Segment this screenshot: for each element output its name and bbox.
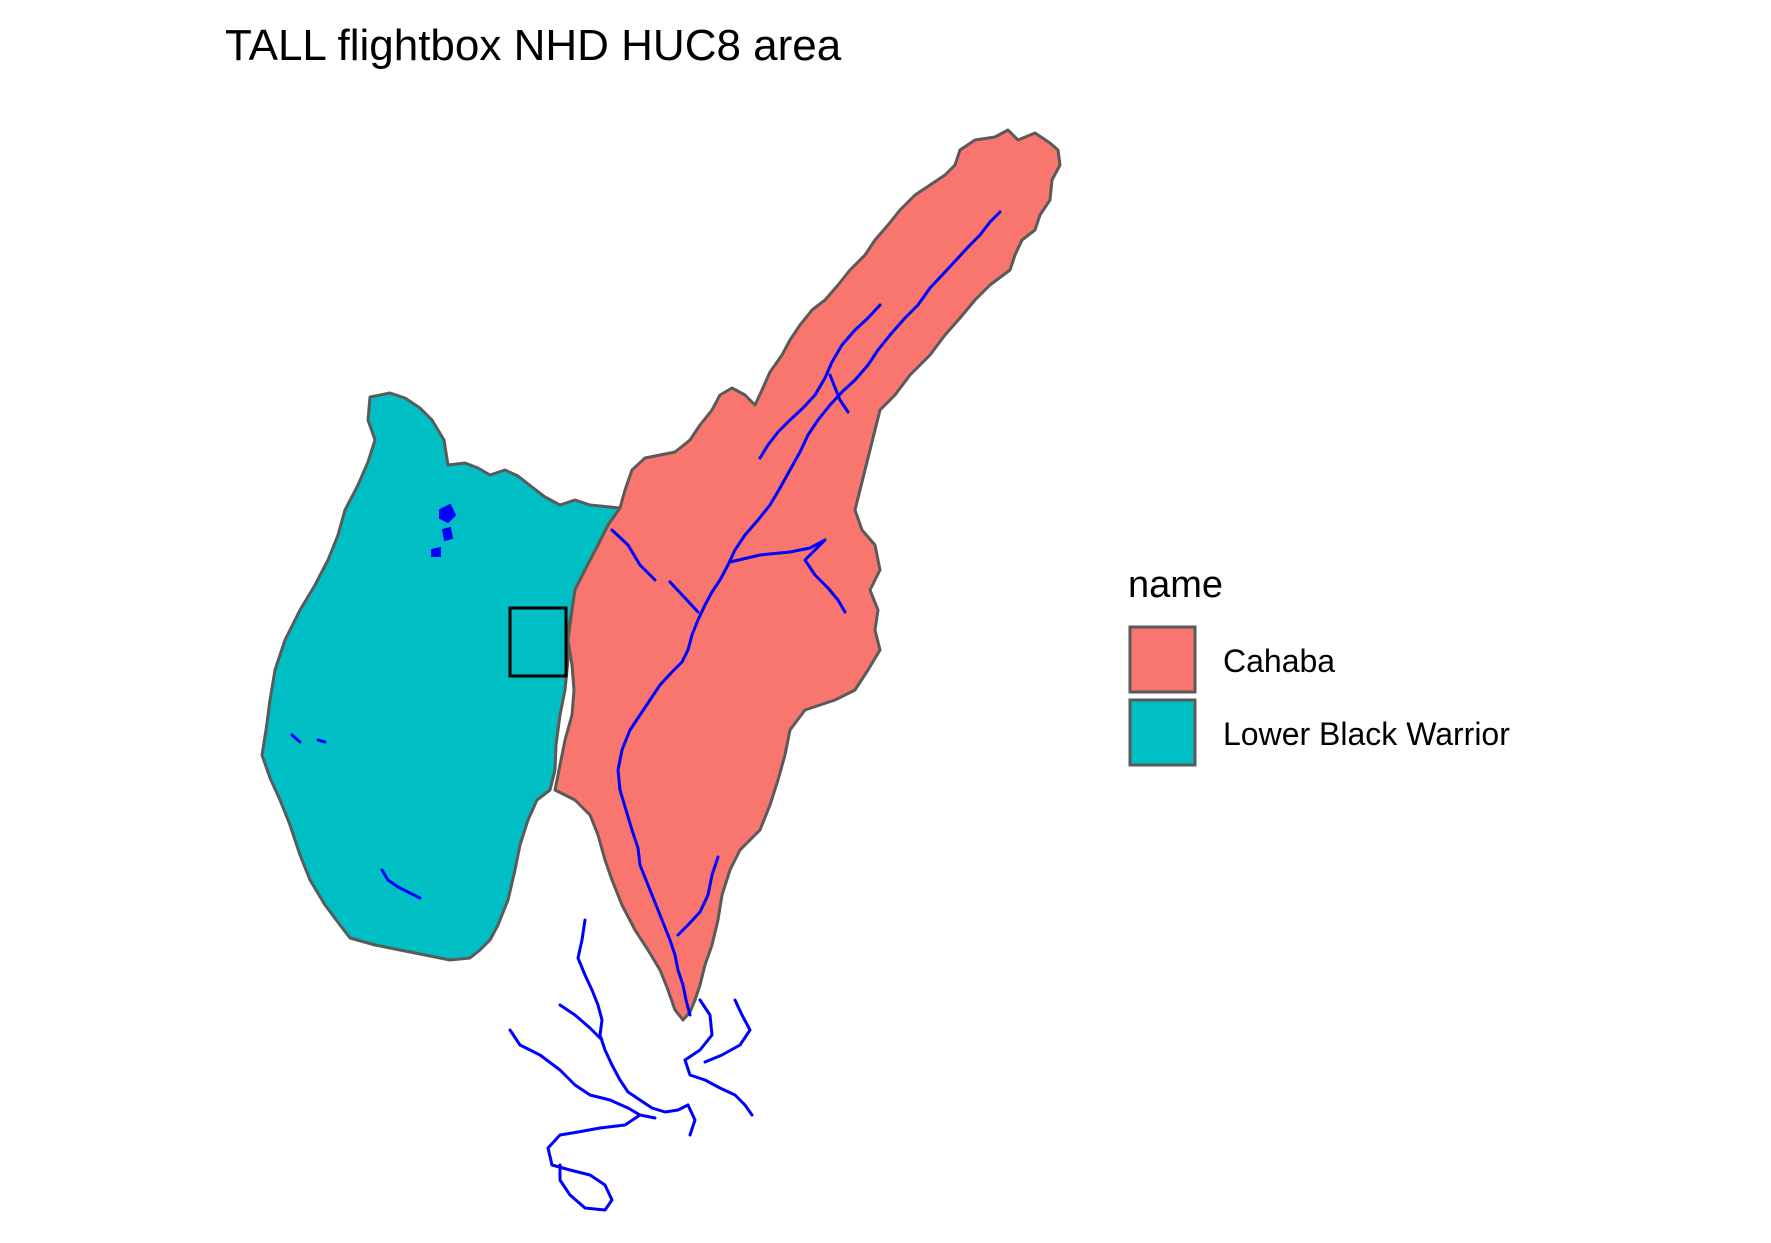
river-south-main <box>576 918 690 1114</box>
river-south-trib-1 <box>558 1003 604 1042</box>
legend-title: name <box>1128 564 1223 606</box>
river-south-trib-2 <box>686 1103 697 1137</box>
river-cahaba-trib-2 <box>828 373 850 414</box>
basin-lower-black-warrior <box>260 391 622 962</box>
river-south-east <box>683 998 754 1117</box>
river-south-loop <box>546 1113 642 1212</box>
river-cahaba-trib-4 <box>668 580 700 614</box>
map-title: TALL flightbox NHD HUC8 area <box>225 21 842 70</box>
river-lbw-fragment-1 <box>380 868 422 900</box>
basin-cahaba <box>553 128 1062 1022</box>
legend-swatch-lower-black-warrior <box>1128 698 1197 767</box>
river-cahaba-main <box>616 210 1002 1017</box>
legend-label-lower-black-warrior: Lower Black Warrior <box>1223 716 1510 752</box>
lake-1 <box>439 503 457 524</box>
river-cahaba-trib-5 <box>676 855 720 937</box>
legend-swatch-cahaba <box>1128 625 1197 694</box>
flightbox <box>508 606 568 678</box>
river-lbw-fragment-2 <box>290 733 302 744</box>
river-cahaba-trib-1 <box>758 303 882 460</box>
river-cahaba-trib-3 <box>728 538 847 614</box>
river-cahaba-trib-6 <box>610 528 657 582</box>
legend: name Cahaba Lower Black Warrior <box>1128 564 1510 767</box>
river-south-east-2 <box>703 998 752 1064</box>
river-south-west <box>508 1028 657 1120</box>
river-lbw-fragment-3 <box>316 738 327 744</box>
lake-3 <box>431 546 441 557</box>
lake-2 <box>441 526 454 542</box>
legend-label-cahaba: Cahaba <box>1223 643 1335 679</box>
